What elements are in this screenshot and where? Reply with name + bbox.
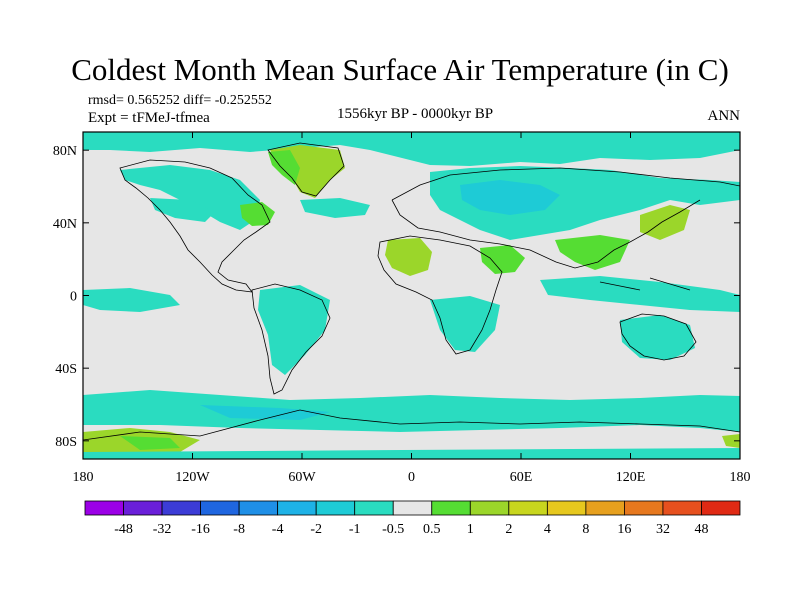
colorbar-swatch xyxy=(546,500,587,516)
season-label: ANN xyxy=(707,108,741,124)
anomaly-region xyxy=(555,235,630,270)
colorbar-swatch xyxy=(315,500,356,516)
lon-tick-label: 60E xyxy=(510,470,533,485)
coastline-australia xyxy=(619,313,697,361)
colorbar-label: 32 xyxy=(656,522,670,537)
lat-tick-label: 0 xyxy=(70,290,77,305)
anomaly-region xyxy=(150,198,215,222)
anomaly-region xyxy=(200,405,330,420)
colorbar-swatch xyxy=(392,500,433,516)
colorbar-swatch xyxy=(701,500,741,516)
anomaly-region xyxy=(240,202,275,226)
colorbar-label: 0.5 xyxy=(423,522,441,537)
anomaly-region xyxy=(83,390,740,432)
coastline-greenland xyxy=(267,142,345,197)
colorbar: -48 -32 -16 -8 -4 -2 -1 -0.5 0.5 1 2 4 8 16 32 48 xyxy=(84,500,741,537)
colorbar-swatch xyxy=(624,500,664,516)
anomaly-region xyxy=(258,285,330,375)
colorbar-swatch xyxy=(508,500,548,516)
anomaly-region xyxy=(385,238,432,276)
colorbar-swatch xyxy=(277,500,317,516)
anomaly-region xyxy=(460,180,560,215)
anomaly-region xyxy=(480,245,525,274)
anomaly-region xyxy=(268,150,300,185)
coastline-south-america xyxy=(251,283,331,395)
colorbar-swatch xyxy=(431,500,471,516)
lat-tick-label: 80S xyxy=(55,435,77,450)
map-title: Coldest Month Mean Surface Air Temperatu… xyxy=(71,52,729,87)
colorbar-swatch xyxy=(354,500,394,516)
coastline-indonesia xyxy=(599,277,691,291)
lon-tick-label: 0 xyxy=(408,470,415,485)
colorbar-label: 8 xyxy=(582,522,589,537)
colorbar-swatch xyxy=(123,500,163,516)
lon-tick-label: 120E xyxy=(616,470,646,485)
anomaly-field xyxy=(83,132,740,459)
anomaly-region xyxy=(430,296,500,352)
anomaly-region xyxy=(120,165,260,230)
coastline-antarctica xyxy=(83,409,740,441)
colorbar-swatch xyxy=(469,500,510,516)
lon-tick-label: 180 xyxy=(73,470,94,485)
lon-tick-label: 120W xyxy=(175,470,210,485)
stats-line: rmsd= 0.565252 diff= -0.252552 xyxy=(88,93,272,108)
colorbar-swatch xyxy=(238,500,279,516)
anomaly-region xyxy=(540,276,740,312)
anomaly-region xyxy=(620,315,695,360)
colorbar-swatch xyxy=(585,500,625,516)
colorbar-swatch xyxy=(84,500,124,516)
anomaly-region xyxy=(83,132,740,166)
lon-tick-label: 180 xyxy=(730,470,751,485)
colorbar-label: 4 xyxy=(544,522,551,537)
anomaly-region xyxy=(83,288,180,312)
colorbar-label: -8 xyxy=(233,522,245,537)
lat-tick-label: 40S xyxy=(55,362,77,377)
coastline-eurasia xyxy=(391,167,740,269)
colorbar-label: -0.5 xyxy=(382,522,404,537)
coastline-africa xyxy=(377,235,503,355)
colorbar-swatch xyxy=(662,500,702,516)
lon-tick-label: 60W xyxy=(288,470,316,485)
colorbar-label: -32 xyxy=(153,522,172,537)
experiment-line: Expt = tFMeJ-tfmea xyxy=(88,110,210,126)
anomaly-region xyxy=(722,434,740,448)
period-label: 1556kyr BP - 0000kyr BP xyxy=(336,106,494,122)
colorbar-label: -48 xyxy=(114,522,133,537)
lat-tick-label: 40N xyxy=(53,217,77,232)
coastlines xyxy=(83,142,740,441)
colorbar-label: -4 xyxy=(272,522,284,537)
coastline-north-america xyxy=(119,159,271,293)
colorbar-label: 16 xyxy=(617,522,631,537)
colorbar-label: -1 xyxy=(349,522,361,537)
colorbar-label: 2 xyxy=(505,522,512,537)
colorbar-label: 48 xyxy=(694,522,708,537)
anomaly-region xyxy=(300,198,370,218)
colorbar-label: -2 xyxy=(310,522,322,537)
colorbar-swatch xyxy=(161,500,201,516)
longitude-axis: 180 120W 60W 0 60E 120E 180 xyxy=(73,132,751,485)
colorbar-swatch xyxy=(200,500,240,516)
lat-tick-label: 80N xyxy=(53,144,77,159)
anomaly-region xyxy=(120,436,180,450)
colorbar-label: 1 xyxy=(467,522,474,537)
latitude-axis: 80N 40N 0 40S 80S xyxy=(53,144,740,450)
colorbar-label: -16 xyxy=(191,522,210,537)
